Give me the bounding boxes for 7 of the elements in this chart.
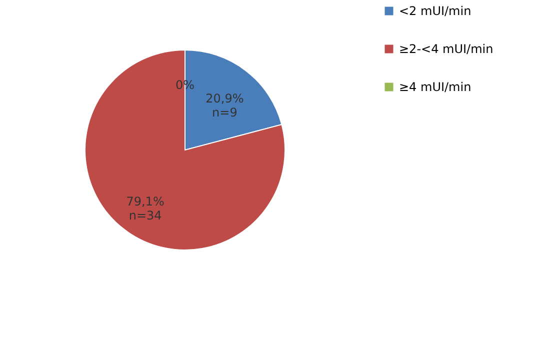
legend-label: ≥2-<4 mUI/min (399, 42, 494, 56)
legend-label: <2 mUI/min (399, 4, 472, 18)
text: 0% (175, 78, 195, 92)
data-label: 20,9% n=9 (206, 92, 244, 120)
data-label: 79,1% n=34 (126, 194, 164, 222)
legend-label: ≥4 mUI/min (399, 80, 472, 94)
pie-slice (84, 50, 286, 250)
